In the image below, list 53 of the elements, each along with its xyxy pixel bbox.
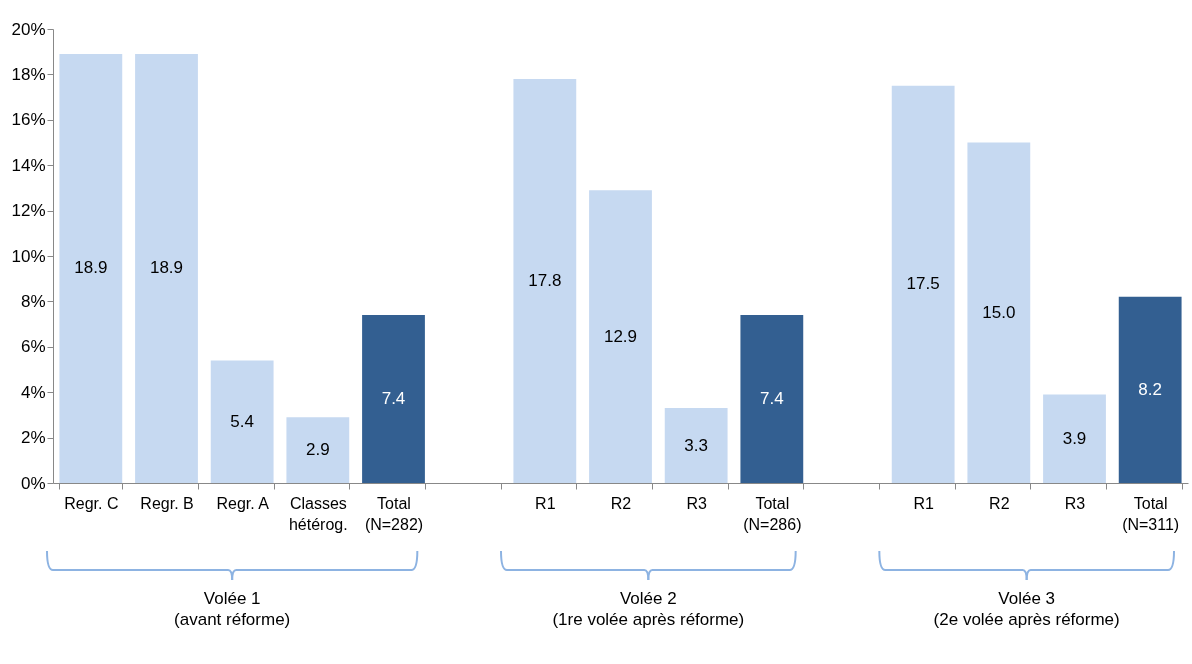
data-label: 17.5	[906, 274, 940, 294]
x-tick-label: R1	[913, 494, 934, 512]
bar	[589, 190, 652, 483]
text: Volée 3 (2e volée après réforme)	[933, 588, 1120, 630]
data-label: 8.2	[1138, 379, 1162, 399]
bar	[1043, 394, 1106, 483]
x-tick-label: Total (N=311)	[1122, 494, 1180, 533]
y-tick-label: 10%	[11, 246, 46, 266]
bar	[286, 417, 350, 483]
y-tick-label: 8%	[20, 291, 46, 311]
bar	[513, 78, 577, 483]
data-label: 3.3	[684, 435, 708, 455]
text: Volée 2 (1re volée après réforme)	[552, 588, 745, 630]
y-tick-label: 4%	[20, 382, 46, 402]
x-tick-label: Regr. A	[216, 494, 270, 512]
x-tick-label: Total (N=282)	[364, 494, 424, 533]
text: Volée 1 (avant réforme)	[174, 588, 291, 630]
x-tick-label: R3	[686, 494, 707, 512]
data-label: 7.4	[760, 389, 784, 409]
x-tick-label: Total (N=286)	[743, 494, 802, 533]
x-tick-label: R2	[610, 494, 632, 512]
data-label: 15.0	[982, 302, 1016, 322]
bar	[135, 53, 198, 483]
y-tick-label: 12%	[11, 201, 46, 221]
bar	[1118, 296, 1182, 483]
x-tick-label: Classes hétérog.	[288, 494, 348, 533]
bar	[967, 142, 1031, 483]
y-tick-label: 20%	[11, 19, 46, 39]
x-tick-label: R1	[535, 494, 556, 512]
bar	[59, 53, 123, 483]
data-label: 5.4	[230, 411, 254, 431]
x-tick-label: Regr. C	[64, 494, 119, 512]
data-label: 17.8	[528, 270, 562, 290]
data-label: 18.9	[149, 258, 184, 278]
y-tick-label: 14%	[11, 155, 46, 175]
data-label: 12.9	[603, 326, 638, 346]
bar	[362, 315, 425, 483]
data-label: 7.4	[381, 389, 406, 409]
y-tick-label: 18%	[11, 64, 46, 84]
data-label: 18.9	[74, 258, 108, 278]
bar	[664, 408, 728, 483]
data-label: 3.9	[1062, 428, 1087, 448]
data-label: 2.9	[306, 440, 330, 460]
bar	[740, 315, 804, 483]
x-tick-label: Regr. B	[140, 494, 194, 512]
bar	[210, 360, 274, 483]
y-tick-label: 16%	[11, 110, 46, 130]
bar	[891, 85, 955, 483]
x-tick-label: R3	[1064, 494, 1086, 512]
y-tick-label: 2%	[20, 428, 46, 448]
y-tick-label: 0%	[20, 473, 46, 493]
x-tick-label: R2	[989, 494, 1010, 512]
y-tick-label: 6%	[20, 337, 46, 357]
